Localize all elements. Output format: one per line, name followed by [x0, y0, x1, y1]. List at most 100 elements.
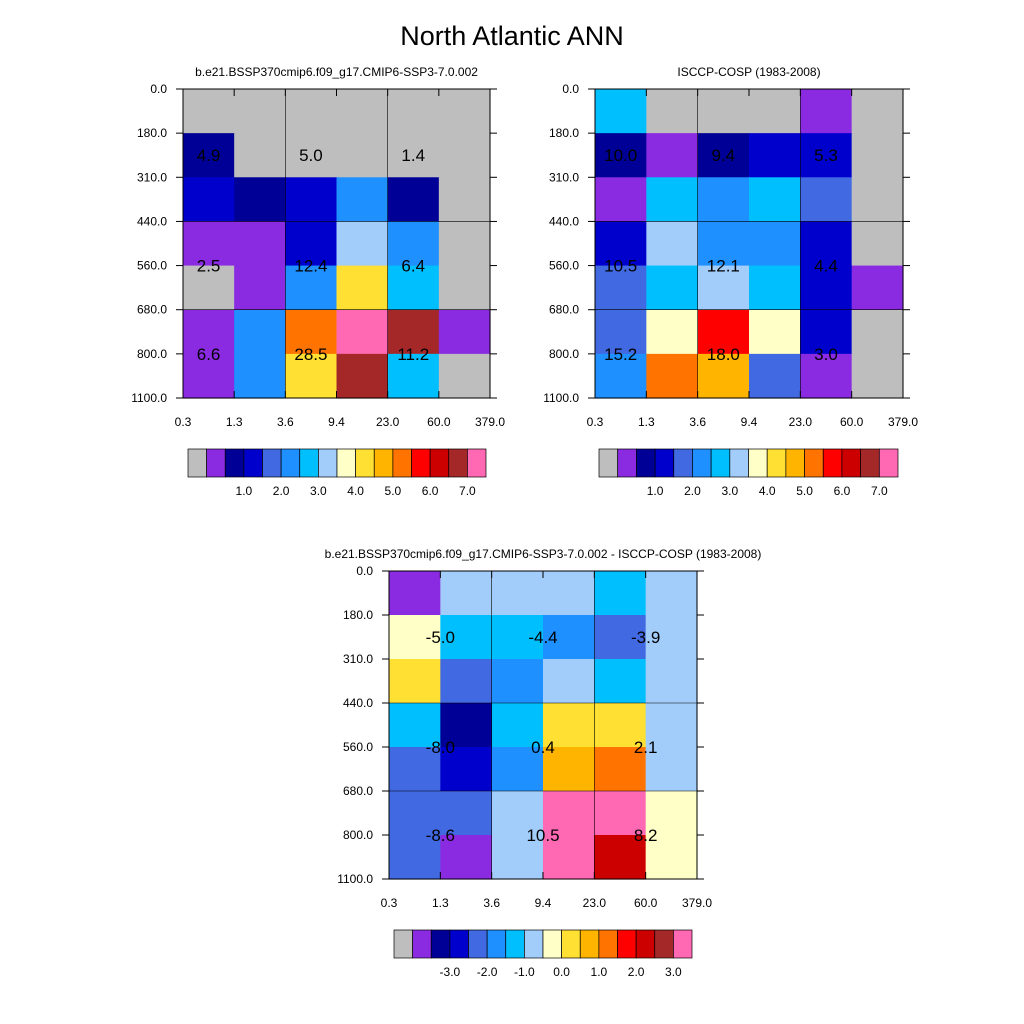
x-tick-label: 0.3	[381, 896, 398, 910]
colorbar-tick-label: 3.0	[665, 965, 682, 979]
heatmap-cell	[697, 221, 750, 267]
colorbar-swatch	[617, 929, 637, 959]
heatmap-cell	[438, 265, 491, 311]
heatmap-cell	[594, 571, 647, 616]
heatmap-cell	[336, 265, 389, 311]
colorbar-swatch	[486, 929, 507, 959]
heatmap-cell	[336, 89, 389, 134]
heatmap-cell	[440, 835, 493, 880]
x-tick-label: 60.0	[427, 415, 451, 429]
heatmap-cell	[594, 615, 647, 660]
heatmap-cell	[440, 615, 493, 660]
colorbar-tick-label: 3.0	[721, 484, 738, 498]
x-tick-label: 9.4	[741, 415, 758, 429]
colorbar-swatch	[467, 448, 487, 478]
heatmap-cell	[389, 571, 441, 616]
heatmap-cell	[697, 133, 750, 178]
x-tick-label: 379.0	[682, 896, 712, 910]
heatmap-cell	[543, 835, 595, 880]
cell-value-label: 4.4	[814, 257, 838, 276]
heatmap-cell	[336, 309, 389, 355]
heatmap-cell	[543, 615, 595, 660]
heatmap-cell	[387, 221, 440, 267]
y-tick-label: 180.0	[343, 608, 373, 622]
heatmap-cell	[336, 133, 389, 178]
heatmap-cell	[183, 309, 235, 355]
heatmap-cell	[438, 309, 491, 355]
y-tick-label: 1100.0	[337, 872, 373, 886]
colorbar-tick-label: -1.0	[514, 965, 535, 979]
heatmap-cell	[438, 133, 491, 178]
heatmap-cell	[440, 659, 493, 704]
cell-value-label: 10.5	[604, 257, 637, 276]
heatmap-cell	[800, 309, 853, 355]
heatmap-cell	[800, 221, 853, 267]
heatmap-cell	[183, 221, 235, 267]
colorbar-swatch	[766, 448, 787, 478]
colorbar-tick-label: 2.0	[273, 484, 290, 498]
colorbar-tick-label: -3.0	[440, 965, 461, 979]
colorbar-swatch	[804, 448, 824, 478]
heatmap-cell	[234, 353, 286, 399]
colorbar-swatch	[785, 448, 805, 478]
heatmap-cell	[438, 221, 491, 267]
heatmap-cell	[285, 133, 338, 178]
heatmap-cell	[336, 221, 389, 267]
colorbar-swatch	[673, 929, 693, 959]
heatmap-cell	[285, 309, 338, 355]
heatmap-cell	[234, 309, 286, 355]
figure-title: North Atlantic ANN	[400, 21, 624, 51]
y-tick-label: 0.0	[562, 82, 579, 96]
heatmap-panel-difference: b.e21.BSSP370cmip6.f09_g17.CMIP6-SSP3-7.…	[325, 547, 762, 979]
x-tick-label: 3.6	[483, 896, 500, 910]
heatmap-cell	[595, 133, 647, 178]
x-tick-label: 0.3	[175, 415, 192, 429]
cell-value-label: 11.2	[397, 345, 429, 364]
x-tick-label: 1.3	[432, 896, 449, 910]
colorbar-swatch	[636, 448, 656, 478]
heatmap-cell	[595, 353, 647, 399]
colorbar-swatch	[299, 448, 319, 478]
x-tick-label: 0.3	[587, 415, 604, 429]
heatmap-cell	[336, 177, 389, 223]
heatmap-cell	[336, 353, 389, 399]
heatmap-panel-obs: ISCCP-COSP (1983-2008) 10.0 9.4 5.3 10.5 12.1…	[543, 65, 918, 498]
colorbar-swatch	[654, 929, 674, 959]
cell-value-label: -8.6	[426, 826, 455, 845]
heatmap-cell	[645, 571, 698, 616]
y-tick-label: 0.0	[150, 82, 167, 96]
heatmap-cell	[285, 353, 338, 399]
y-tick-label: 440.0	[549, 214, 579, 228]
heatmap-cell	[440, 747, 493, 792]
y-tick-label: 800.0	[137, 347, 167, 361]
heatmap-cell	[646, 265, 699, 311]
heatmap-cell	[749, 265, 801, 311]
cell-value-label: 2.5	[197, 257, 221, 276]
x-tick-label: 23.0	[583, 896, 607, 910]
colorbar-tick-label: 6.0	[422, 484, 439, 498]
heatmap-cell	[646, 353, 699, 399]
heatmap-cell	[234, 221, 286, 267]
colorbar-tick-label: 0.0	[553, 965, 570, 979]
heatmap-cell	[749, 221, 801, 267]
heatmap-cell	[491, 791, 544, 836]
colorbar-swatch	[412, 929, 432, 959]
cell-value-label: 5.3	[814, 146, 838, 165]
cell-value-label: 4.9	[197, 146, 221, 165]
colorbar-tick-label: 1.0	[236, 484, 253, 498]
x-tick-label: 9.4	[535, 896, 552, 910]
colorbar-swatch	[468, 929, 488, 959]
cell-value-label: -4.4	[528, 628, 557, 647]
y-tick-label: 0.0	[356, 564, 373, 578]
heatmap-cell	[234, 133, 286, 178]
colorbar-swatch	[524, 929, 544, 959]
colorbar-swatch	[206, 448, 226, 478]
x-tick-label: 9.4	[328, 415, 345, 429]
colorbar-swatch	[449, 929, 469, 959]
heatmap-cell	[387, 133, 440, 178]
colorbar-swatch	[430, 929, 451, 959]
colorbar-swatch	[392, 448, 412, 478]
heatmap-cell	[645, 615, 698, 660]
heatmap-cell	[851, 89, 904, 134]
heatmap-cell	[697, 265, 750, 311]
